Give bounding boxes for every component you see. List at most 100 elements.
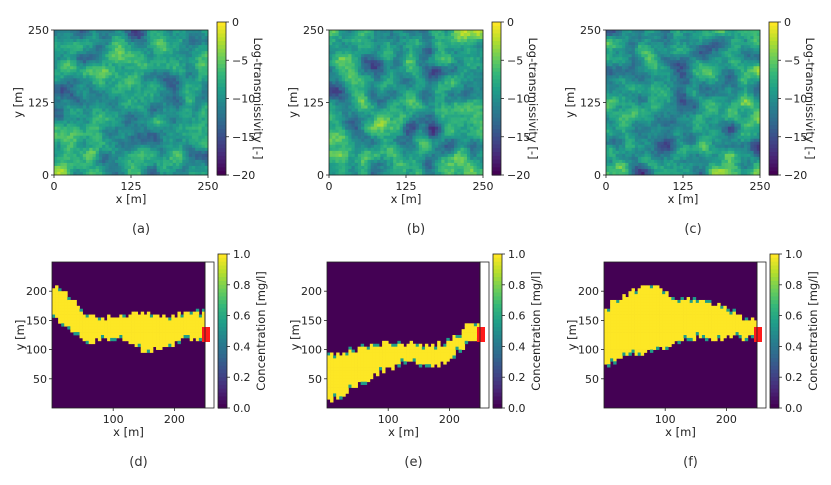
heatmap-cell [454, 129, 458, 134]
heatmap-cell [76, 45, 81, 49]
heatmap-cell [370, 102, 375, 106]
heatmap-cell [131, 96, 135, 100]
heatmap-cell [438, 78, 442, 82]
heatmap-cell [163, 57, 167, 61]
heatmap-cell [54, 84, 58, 88]
heatmap-cell [175, 171, 180, 176]
heatmap-cell [438, 33, 442, 37]
heatmap-cell [457, 87, 461, 91]
heatmap-cell [54, 87, 58, 91]
heatmap-cell [373, 69, 378, 73]
heatmap-cell [450, 120, 455, 124]
heatmap-cell [63, 153, 68, 158]
heatmap-cell [111, 87, 116, 91]
heatmap-cell [341, 144, 346, 149]
heatmap-cell [389, 120, 394, 124]
heatmap-cell [329, 63, 333, 67]
heatmap-cell [357, 81, 362, 85]
heatmap-cell [76, 123, 81, 128]
heatmap-cell [169, 75, 174, 79]
heatmap-cell [102, 96, 106, 100]
heatmap-cell [114, 42, 119, 46]
heatmap-cell [127, 57, 132, 61]
heatmap-cell [357, 120, 362, 124]
heatmap-cell [756, 36, 761, 40]
heatmap-cell [438, 120, 442, 124]
heatmap-cell [383, 90, 388, 94]
heatmap-cell [364, 93, 368, 97]
heatmap-cell [425, 75, 429, 79]
heatmap-cell [121, 51, 125, 55]
heatmap-cell [609, 36, 613, 40]
heatmap-cell [380, 117, 384, 121]
heatmap-cell [441, 108, 445, 112]
heatmap-cell [329, 120, 333, 124]
heatmap-cell [95, 78, 100, 82]
heatmap-cell [341, 171, 346, 176]
heatmap-cell [399, 132, 404, 137]
heatmap-cell [108, 147, 113, 152]
heatmap-cell [153, 96, 158, 100]
heatmap-cell [114, 132, 119, 137]
heatmap-cell [373, 30, 378, 34]
heatmap-cell [747, 42, 751, 46]
heatmap-cell [134, 153, 138, 158]
heatmap-cell [412, 171, 416, 176]
heatmap-cell [367, 42, 372, 46]
heatmap-cell [428, 135, 433, 140]
heatmap-cell [357, 114, 362, 118]
heatmap-cell [134, 105, 138, 109]
heatmap-cell [399, 165, 404, 170]
heatmap-cell [163, 96, 167, 100]
heatmap-cell [191, 147, 196, 152]
heatmap-cell [438, 135, 442, 140]
heatmap-cell [102, 141, 106, 146]
heatmap-cell [386, 171, 391, 176]
heatmap-cell [454, 117, 458, 121]
heatmap-cell [479, 144, 484, 149]
heatmap-cell [470, 84, 474, 88]
heatmap-cell [329, 111, 333, 115]
heatmap-cell [159, 99, 164, 103]
heatmap-cell [92, 153, 97, 158]
heatmap-cell [425, 117, 429, 121]
heatmap-cell [479, 153, 484, 158]
heatmap-cell [134, 42, 138, 46]
colorbar-gradient-step [492, 67, 501, 73]
heatmap-cell [137, 54, 141, 58]
heatmap-cell [79, 150, 84, 155]
heatmap-cell [66, 144, 71, 149]
heatmap-cell [348, 75, 352, 79]
heatmap-cell [399, 111, 404, 115]
heatmap-cell [361, 159, 365, 164]
heatmap-cell [54, 81, 58, 85]
heatmap-cell [150, 111, 154, 115]
heatmap-cell [63, 111, 68, 115]
heatmap-cell [191, 171, 196, 176]
heatmap-cell [338, 114, 343, 118]
heatmap-cell [641, 45, 645, 49]
heatmap-cell [163, 99, 167, 103]
heatmap-cell [57, 60, 61, 64]
heatmap-cell [166, 48, 170, 52]
heatmap-cell [415, 81, 420, 85]
heatmap-cell [373, 87, 378, 91]
heatmap-cell [127, 45, 132, 49]
heatmap-cell [454, 69, 458, 73]
heatmap-cell [625, 36, 629, 40]
heatmap-cell [98, 114, 103, 118]
heatmap-cell [159, 72, 164, 76]
heatmap-cell [166, 51, 170, 55]
colorbar-gradient-step [217, 155, 226, 161]
heatmap-cell [108, 93, 113, 97]
heatmap-cell [470, 54, 474, 58]
heatmap-cell [57, 147, 61, 152]
heatmap-cell [150, 90, 154, 94]
heatmap-cell [89, 126, 93, 131]
heatmap-cell [351, 42, 356, 46]
heatmap-cell [70, 138, 74, 143]
heatmap-cell [124, 99, 129, 103]
heatmap-cell [179, 129, 183, 134]
heatmap-cell [150, 156, 154, 161]
heatmap-cell [121, 57, 125, 61]
